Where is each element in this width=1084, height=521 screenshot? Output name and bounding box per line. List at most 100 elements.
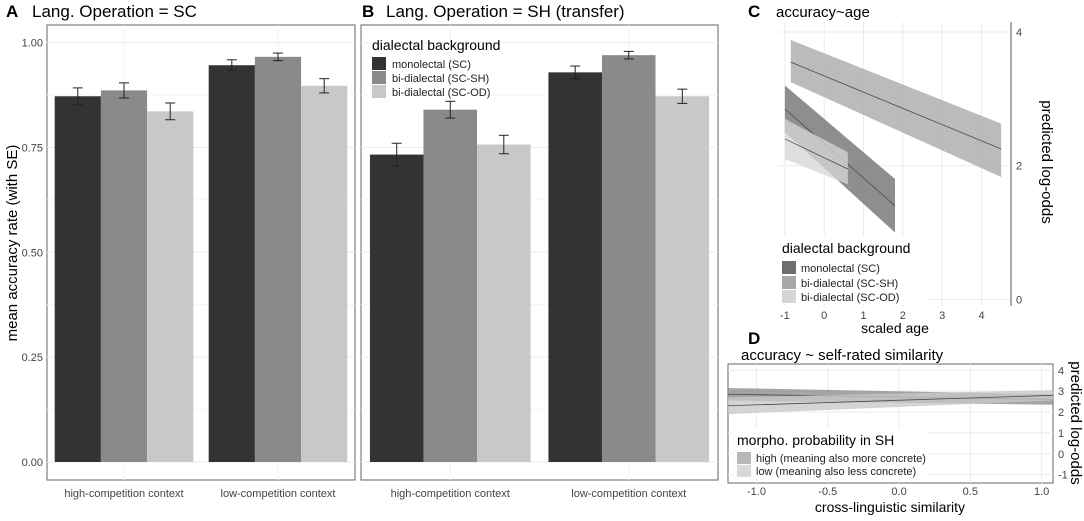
panel-label-b: B [362,2,374,21]
legend-key-b [372,57,386,70]
legend-label-d: high (meaning also more concrete) [756,453,926,465]
panel-title-c: accuracy~age [776,4,870,21]
bar [208,65,255,462]
legend-key-d [737,452,751,464]
x-tick-label-d: -0.5 [818,486,837,498]
legend-key-c [782,290,796,303]
bar [301,85,348,462]
y-tick-label-c: 0 [1016,294,1022,306]
x-ticks-d: -1.0 -0.5 0.0 0.5 1.0 [747,486,1049,498]
panel-d: D accuracy ~ self-rated similarity -1 0 … [727,329,1084,515]
panel-label-c: C [748,2,760,21]
bars-b [369,50,710,463]
legend-label-b: monolectal (SC) [392,59,471,71]
y-tick-label-a: 1.00 [22,38,43,50]
y-tick-label-d: 3 [1058,386,1064,398]
x-axis-label-c: scaled age [861,320,929,336]
y-tick-label-a: 0.00 [22,457,43,469]
x-axis-label-d: cross-linguistic similarity [815,499,965,515]
panel-title-b: Lang. Operation = SH (transfer) [386,2,625,21]
confidence-ribbon [728,390,1053,415]
confidence-ribbon [790,40,1002,178]
y-tick-label-a: 0.50 [22,247,43,259]
x-tick-label-c: 3 [939,310,945,322]
legend-title-b: dialectal background [372,37,500,53]
confidence-ribbon [784,118,848,185]
regression-line [727,394,1054,407]
regression-line [790,61,1002,150]
bar [477,144,531,462]
x-categories-b: high-competition context low-competition… [391,488,687,500]
legend-key-b [372,71,386,84]
x-tick-label-c: 1 [860,310,866,322]
x-tick-label-d: -1.0 [747,486,766,498]
legend-title-d: morpho. probability in SH [737,432,894,448]
y-tick-label-d: 0 [1058,449,1064,461]
bar [254,56,302,463]
legend-label-b: bi-dialectal (SC-SH) [392,73,489,85]
bar [369,154,424,462]
y-axis-label-d: predicted log-odds [1067,361,1084,484]
bar [548,72,602,462]
y-tick-label-d: -1 [1058,470,1068,482]
x-category-label-a: low-competition context [221,488,336,500]
x-ticks-c: -1 0 1 2 3 4 [780,310,985,322]
bar [601,55,656,463]
panel-c: C accuracy~age 0 2 4 -1 0 1 2 3 4 scaled… [748,2,1055,336]
x-tick-label-c: -1 [780,310,790,322]
legend-c: dialectal background monolectal (SC) bi-… [779,236,929,304]
legend-key-b [372,85,386,98]
legend-label-c: monolectal (SC) [801,263,880,275]
regression-line [784,138,848,170]
y-tick-label-d: 2 [1058,407,1064,419]
legend-label-b: bi-dialectal (SC-OD) [392,87,490,99]
panel-label-a: A [6,2,18,21]
x-tick-label-c: 0 [821,310,827,322]
x-tick-label-d: 0.5 [963,486,978,498]
legend-key-c [782,276,796,289]
ribbons-d [727,388,1054,415]
bar [54,96,101,463]
legend-key-d [737,465,751,477]
legend-label-d: low (meaning also less concrete) [756,466,916,478]
panel-b: B Lang. Operation = SH (transfer) high-c… [360,2,719,500]
y-ticks-c: 0 2 4 [1016,27,1022,306]
x-tick-label-d: 1.0 [1034,486,1049,498]
ribbons-c [784,40,1002,233]
legend-bg-d [733,428,928,478]
bar [147,111,194,462]
y-tick-label-d: 4 [1058,365,1064,377]
y-tick-label-c: 4 [1016,27,1022,39]
x-categories-a: high-competition context low-competition… [64,488,335,500]
x-category-label-a: high-competition context [64,488,183,500]
y-axis-label-c: predicted log-odds [1038,100,1055,223]
y-tick-label-d: 1 [1058,428,1064,440]
bars-a [54,52,348,463]
y-ticks-d: -1 0 1 2 3 4 [1058,365,1068,481]
y-tick-label-a: 0.25 [22,352,43,364]
panel-title-a: Lang. Operation = SC [32,2,197,21]
x-category-label-b: low-competition context [571,488,686,500]
x-tick-label-d: 0.0 [891,486,906,498]
legend-d: morpho. probability in SH high (meaning … [733,428,928,478]
legend-title-c: dialectal background [782,240,910,256]
legend-label-c: bi-dialectal (SC-SH) [801,278,898,290]
panel-a: A Lang. Operation = SC mean accuracy rat… [4,2,356,500]
y-tick-label-a: 0.75 [22,142,43,154]
x-tick-label-c: 4 [978,310,984,322]
x-category-label-b: high-competition context [391,488,510,500]
y-axis-label-a: mean accuracy rate (with SE) [4,145,21,342]
bar [100,90,148,462]
y-ticks-a: 0.00 0.25 0.50 0.75 1.00 [22,38,43,469]
panel-title-d: accuracy ~ self-rated similarity [741,347,944,364]
legend-key-c [782,261,796,274]
legend-bg-c [779,236,929,304]
legend-label-c: bi-dialectal (SC-OD) [801,292,899,304]
legend-b: dialectal background monolectal (SC) bi-… [372,37,500,99]
panel-label-d: D [748,329,760,348]
x-tick-label-c: 2 [900,310,906,322]
bar [655,96,710,463]
y-tick-label-c: 2 [1016,161,1022,173]
bar [423,109,478,462]
